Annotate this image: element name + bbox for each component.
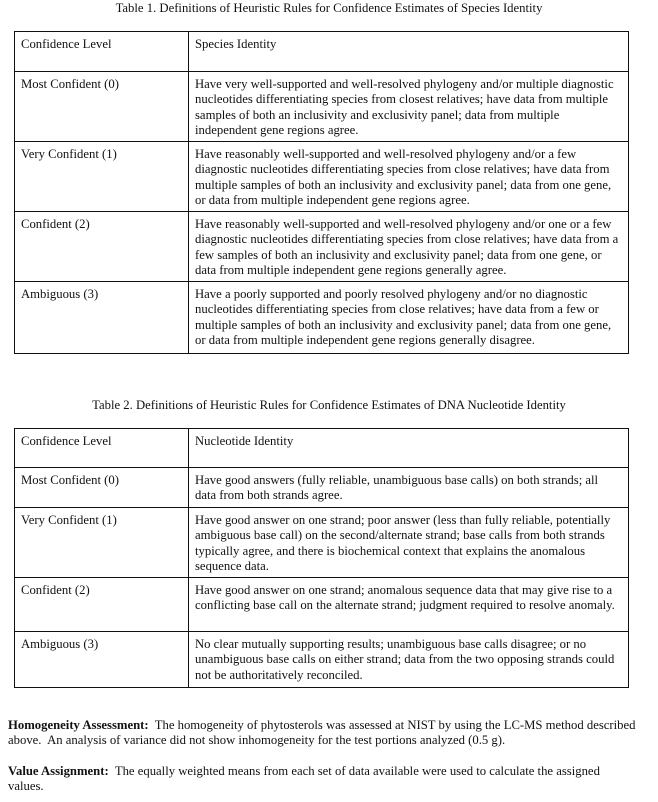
table-header-row: Confidence Level Species Identity [14,31,629,72]
definition-cell: Have good answer on one strand; poor ans… [188,507,629,578]
definition-cell: Have very well-supported and well-resolv… [188,71,629,142]
table-row: Ambiguous (3) Have a poorly supported an… [14,281,629,354]
definition-cell: Have good answer on one strand; anomalou… [188,577,629,632]
table-row: Most Confident (0) Have good answers (fu… [14,467,629,508]
table-header-row: Confidence Level Nucleotide Identity [14,428,629,468]
table-row: Very Confident (1) Have reasonably well-… [14,141,629,212]
confidence-level-cell: Confident (2) [14,577,189,632]
definition-cell: Have reasonably well-supported and well-… [188,141,629,212]
confidence-level-cell: Very Confident (1) [14,141,189,212]
value-assignment-heading: Value Assignment: [8,764,109,778]
definition-cell: Have good answers (fully reliable, unamb… [188,467,629,508]
confidence-level-cell: Most Confident (0) [14,467,189,508]
table2-caption: Table 2. Definitions of Heuristic Rules … [92,398,566,412]
definition-cell: No clear mutually supporting results; un… [188,631,629,688]
confidence-level-cell: Very Confident (1) [14,507,189,578]
table-row: Most Confident (0) Have very well-suppor… [14,71,629,142]
definition-cell: Have a poorly supported and poorly resol… [188,281,629,354]
homogeneity-text: The homogeneity of phytosterols was asse… [8,718,639,748]
confidence-level-cell: Most Confident (0) [14,71,189,142]
homogeneity-heading: Homogeneity Assessment: [8,718,149,732]
homogeneity-paragraph: Homogeneity Assessment: The homogeneity … [8,718,638,749]
table-row: Confident (2) Have reasonably well-suppo… [14,211,629,282]
species-identity-table: Confidence Level Species Identity Most C… [14,31,629,354]
table-row: Ambiguous (3) No clear mutually supporti… [14,631,629,688]
value-assignment-paragraph: Value Assignment: The equally weighted m… [8,764,638,795]
confidence-level-cell: Ambiguous (3) [14,281,189,354]
value-assignment-text: The equally weighted means from each set… [8,764,604,794]
table-row: Very Confident (1) Have good answer on o… [14,507,629,578]
nucleotide-identity-table: Confidence Level Nucleotide Identity Mos… [14,428,629,688]
header-cell: Species Identity [188,31,629,72]
header-cell: Confidence Level [14,428,189,468]
header-cell: Confidence Level [14,31,189,72]
table-row: Confident (2) Have good answer on one st… [14,577,629,632]
confidence-level-cell: Ambiguous (3) [14,631,189,688]
header-cell: Nucleotide Identity [188,428,629,468]
definition-cell: Have reasonably well-supported and well-… [188,211,629,282]
table1-caption: Table 1. Definitions of Heuristic Rules … [115,1,543,15]
confidence-level-cell: Confident (2) [14,211,189,282]
